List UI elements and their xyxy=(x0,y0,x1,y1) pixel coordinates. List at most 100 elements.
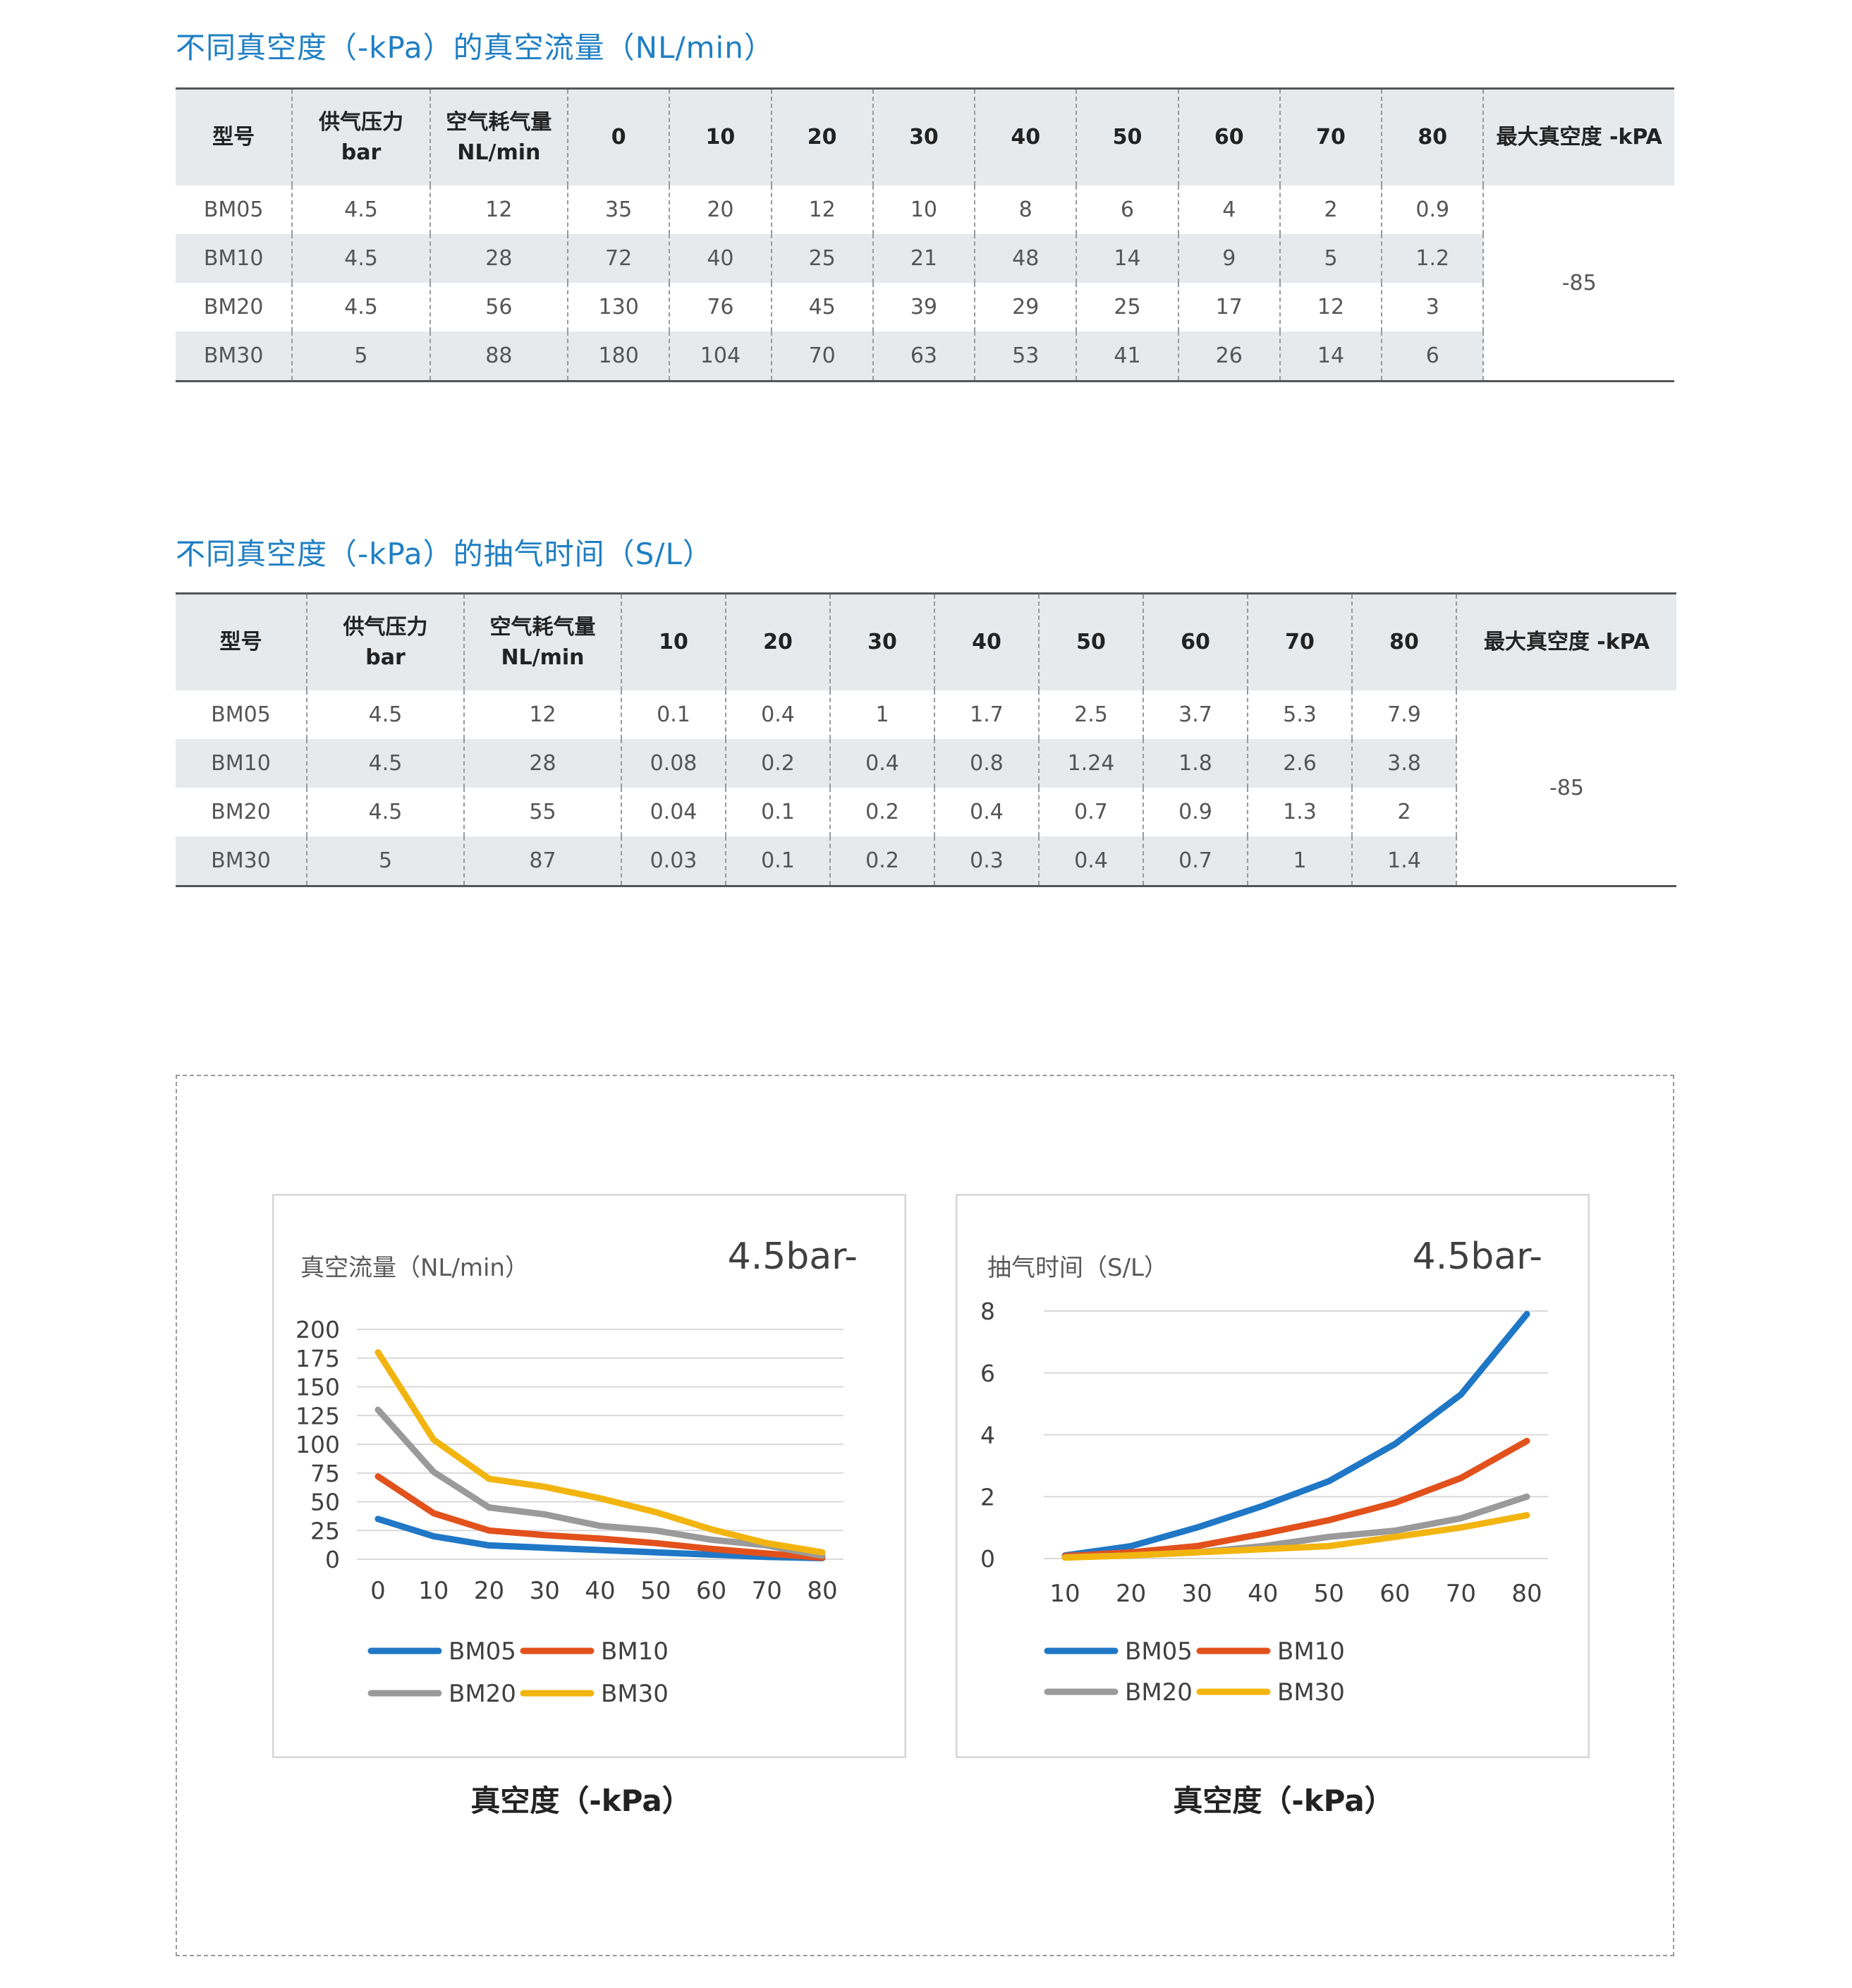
cell-max-vacuum: -85 xyxy=(1456,690,1676,886)
header-vacuum-col: 10 xyxy=(621,593,726,690)
cell-value: 1.8 xyxy=(1143,739,1248,788)
cell-value: 3.8 xyxy=(1351,739,1456,788)
cell-value: 20 xyxy=(669,185,772,234)
chart-title: 真空流量（NL/min） xyxy=(300,1254,529,1282)
cell-value: 48 xyxy=(974,234,1077,283)
cell-value: 1 xyxy=(1247,836,1352,886)
y-tick-label: 100 xyxy=(296,1431,340,1458)
cell-air: 12 xyxy=(463,690,621,739)
cell-value: 0.1 xyxy=(725,836,830,886)
cell-air: 28 xyxy=(463,739,621,788)
y-tick-label: 2 xyxy=(980,1483,995,1511)
cell-value: 0.2 xyxy=(725,739,830,788)
cell-value: 17 xyxy=(1177,283,1280,331)
header-pressure-label: 供气压力 xyxy=(343,614,428,640)
cell-value: 2.5 xyxy=(1038,690,1143,739)
header-vacuum-col: 30 xyxy=(829,593,934,690)
legend-label: BM30 xyxy=(601,1680,669,1708)
header-vacuum-col: 10 xyxy=(669,88,772,185)
cell-value: 1.3 xyxy=(1247,788,1352,836)
section-title-flow: 不同真空度（-kPa）的真空流量（NL/min） xyxy=(176,30,774,65)
x-tick-label: 50 xyxy=(1314,1580,1344,1608)
cell-value: 14 xyxy=(1076,234,1178,283)
vacuum-flow-chart: 真空流量（NL/min） 4.5bar-025507510012515017520… xyxy=(272,1194,906,1758)
table-header-row: 型号 供气压力 bar 空气耗气量 NL/min 0 10 20 30 40 5… xyxy=(176,88,1674,185)
header-vacuum-col: 80 xyxy=(1351,593,1456,690)
y-tick-label: 6 xyxy=(980,1360,995,1387)
y-tick-label: 125 xyxy=(296,1402,340,1429)
legend-label: BM20 xyxy=(1125,1678,1193,1707)
y-tick-label: 50 xyxy=(310,1489,340,1516)
x-tick-label: 60 xyxy=(1379,1580,1410,1608)
y-tick-label: 0 xyxy=(325,1546,340,1573)
cell-value: 0.4 xyxy=(725,690,830,739)
cell-model: BM05 xyxy=(211,702,271,727)
header-pressure: 供气压力 bar xyxy=(306,593,464,690)
cell-value: 7.9 xyxy=(1351,690,1456,739)
cell-value: 0.4 xyxy=(934,788,1039,836)
legend-label: BM05 xyxy=(449,1638,516,1666)
cell-value: 70 xyxy=(770,331,873,382)
chart-title: 抽气时间（S/L） xyxy=(987,1254,1168,1282)
cell-value: 4 xyxy=(1177,185,1280,234)
cell-value: 0.08 xyxy=(621,739,726,788)
cell-air: 56 xyxy=(429,283,568,331)
cell-value: 130 xyxy=(567,283,670,331)
cell-value: 21 xyxy=(872,234,975,283)
y-tick-label: 200 xyxy=(296,1316,340,1343)
cell-pressure: 5 xyxy=(291,331,430,382)
cell-air: 55 xyxy=(463,788,621,836)
cell-air: 88 xyxy=(429,331,568,382)
cell-model: BM30 xyxy=(176,836,307,886)
cell-value: 2 xyxy=(1279,185,1382,234)
cell-value: 72 xyxy=(567,234,670,283)
header-air-unit: NL/min xyxy=(501,645,585,670)
cell-value: 25 xyxy=(770,234,873,283)
cell-value: 2.6 xyxy=(1247,739,1352,788)
cell-value: 0.03 xyxy=(621,836,726,886)
cell-air: 28 xyxy=(429,234,568,283)
cell-max-vacuum: -85 xyxy=(1482,185,1674,382)
cell-value: 1.4 xyxy=(1351,836,1456,886)
section-title-evacuation-time: 不同真空度（-kPa）的抽气时间（S/L） xyxy=(176,537,713,571)
chart-border xyxy=(956,1194,1590,1758)
table-row: BM30 5 87 0.03 0.1 0.2 0.3 0.4 0.7 1 1.4 xyxy=(176,836,1676,886)
cell-value: 0.1 xyxy=(621,690,726,739)
header-vacuum-col: 60 xyxy=(1177,88,1280,185)
header-pressure-unit: bar xyxy=(341,140,382,165)
cell-value: 1.24 xyxy=(1038,739,1143,788)
cell-value: 2 xyxy=(1351,788,1456,836)
cell-value: 3 xyxy=(1381,283,1484,331)
cell-value: 0.2 xyxy=(829,788,934,836)
cell-value: 0.7 xyxy=(1038,788,1143,836)
series-line-bm05 xyxy=(374,1516,826,1561)
chart-subtitle: 4.5bar- xyxy=(728,1236,858,1278)
series-line-bm30 xyxy=(374,1349,826,1556)
table-row: BM30 5 88 180 104 70 63 53 41 26 14 6 xyxy=(176,331,1674,382)
x-tick-label: 60 xyxy=(696,1577,726,1605)
legend-label: BM30 xyxy=(1277,1678,1345,1707)
legend-label: BM10 xyxy=(601,1638,669,1666)
cell-value: 0.7 xyxy=(1143,836,1248,886)
cell-value: 3.7 xyxy=(1143,690,1248,739)
table-row: BM05 4.5 12 35 20 12 10 8 6 4 2 0.9 -85 xyxy=(176,185,1674,382)
cell-value: 0.1 xyxy=(725,788,830,836)
cell-value: 76 xyxy=(669,283,772,331)
x-tick-label: 10 xyxy=(418,1577,449,1605)
table-row: BM20 4.5 55 0.04 0.1 0.2 0.4 0.7 0.9 1.3… xyxy=(176,788,1676,836)
cell-pressure: 4.5 xyxy=(306,739,464,788)
cell-value: 12 xyxy=(770,185,873,234)
cell-model: BM30 xyxy=(176,331,293,382)
header-model: 型号 xyxy=(176,88,293,185)
table-row: BM10 4.5 28 0.08 0.2 0.4 0.8 1.24 1.8 2.… xyxy=(176,739,1676,788)
cell-model: BM20 xyxy=(203,295,264,319)
y-tick-label: 4 xyxy=(980,1422,995,1449)
x-tick-label: 70 xyxy=(1446,1580,1476,1608)
legend-label: BM05 xyxy=(1125,1638,1193,1666)
cell-value: 6 xyxy=(1381,331,1484,382)
header-air-label: 空气耗气量 xyxy=(489,614,596,640)
header-pressure-label: 供气压力 xyxy=(318,109,403,135)
cell-value: 1.2 xyxy=(1381,234,1484,283)
header-max-vacuum: 最大真空度 -kPA xyxy=(1456,593,1676,690)
series-line-bm20 xyxy=(374,1406,826,1559)
